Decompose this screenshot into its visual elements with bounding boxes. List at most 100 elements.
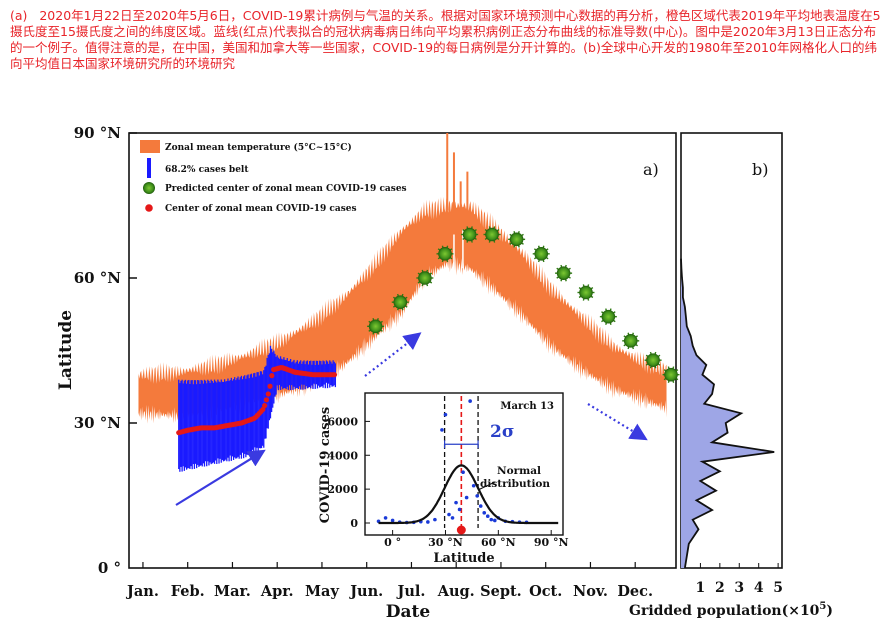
predicted-center-point — [416, 269, 434, 287]
legend-label-predicted: Predicted center of zonal mean COVID-19 … — [165, 184, 407, 194]
predicted-center-point — [391, 293, 409, 311]
legend-swatch-predicted — [143, 182, 155, 194]
x-tick-label: Feb. — [171, 583, 205, 600]
observed-center-point — [269, 373, 275, 379]
observed-case-point — [475, 494, 479, 498]
predicted-center-series — [367, 226, 680, 383]
predicted-center-point — [662, 366, 680, 383]
inset-frame — [364, 392, 564, 536]
y-tick-label: 60 °N — [74, 269, 122, 287]
x-tick-label: Apr. — [260, 583, 294, 600]
inset-y-tick-label: 4000 — [327, 449, 358, 462]
panel-b-x-tick-label: 1 — [696, 580, 706, 596]
observed-center-point — [267, 383, 273, 389]
observed-case-point — [471, 483, 476, 488]
observed-case-point — [485, 514, 490, 519]
observed-case-point — [464, 495, 469, 500]
virus-body — [418, 271, 432, 285]
predicted-center-point — [508, 231, 526, 248]
observed-center-point — [265, 391, 271, 397]
predicted-center-point — [436, 245, 454, 263]
trend-arrow-early — [175, 449, 266, 506]
legend: Zonal mean temperature (5°C~15°C) 68.2% … — [140, 140, 407, 214]
observed-case-point — [478, 504, 483, 508]
virus-body — [438, 247, 452, 261]
trend-arrow-mid — [364, 332, 422, 377]
legend-swatch-center — [145, 204, 153, 212]
legend-swatch-temperature — [140, 140, 160, 153]
panel-b-x-axis-title: Gridded population(×105) — [629, 601, 833, 619]
virus-body — [623, 334, 638, 348]
observed-case-point — [493, 518, 497, 523]
predicted-center-point — [483, 226, 501, 243]
virus-body — [534, 247, 549, 261]
virus-body — [646, 353, 660, 367]
observed-case-point — [426, 520, 430, 524]
inset-title: March 13 — [500, 401, 554, 412]
inset-x-tick-label: 60 °N — [481, 536, 516, 549]
panel-b-label: b) — [752, 160, 768, 179]
observed-center-series — [176, 365, 338, 436]
observed-case-point — [450, 516, 455, 520]
predicted-center-point — [555, 264, 573, 282]
inset-y-tick-label: 0 — [350, 517, 358, 530]
normal-curve — [378, 464, 559, 525]
inset-x-tick-label: 0 ° — [384, 536, 401, 549]
predicted-center-point — [532, 245, 550, 263]
legend-label-belt: 68.2% cases belt — [165, 165, 249, 175]
observed-case-point — [482, 511, 487, 515]
virus-body — [485, 227, 499, 242]
observed-case-point — [440, 428, 444, 432]
normal-label-line1: Normal — [497, 465, 541, 477]
inset-y-tick-label: 6000 — [327, 415, 358, 428]
virus-body — [393, 295, 408, 309]
x-tick-label: Jan. — [125, 583, 159, 600]
y-axis-title: Latitude — [56, 310, 76, 390]
inset-x-axis-title: Latitude — [433, 551, 494, 566]
x-axis-title: Date — [386, 602, 431, 622]
x-axis: Date Jan. Feb. Mar. Apr. May Jun. Jul. Aug. Sept… — [125, 562, 653, 622]
inset-y-tick-label: 2000 — [327, 483, 358, 496]
x-tick-label: Oct. — [529, 583, 562, 600]
virus-body — [664, 367, 678, 382]
population-profile — [680, 258, 775, 569]
panel-b-x-tick-label: 3 — [734, 580, 744, 596]
x-tick-label: Jun. — [348, 583, 383, 600]
observed-center-point — [260, 406, 266, 413]
panel-a: 90 °N 60 °N 30 °N 0 ° Latitude Date Jan.… — [56, 124, 680, 622]
inset-march-13: 0 2000 4000 6000 0 ° 30 °N 60 °N 90 °N March 13… — [318, 392, 569, 566]
observed-case-point — [433, 517, 437, 522]
x-tick-label: Dec. — [617, 583, 653, 600]
virus-body — [579, 285, 593, 300]
observed-case-point — [457, 507, 462, 512]
predicted-center-point — [644, 351, 662, 369]
observed-case-point — [461, 470, 465, 475]
x-tick-label: Aug. — [437, 583, 475, 600]
observed-case-point — [443, 412, 448, 417]
x-tick-label: Mar. — [214, 583, 251, 600]
y-tick-label: 30 °N — [74, 414, 122, 432]
normal-label-line2: distribution — [480, 478, 550, 490]
panel-b-x-tick-label: 5 — [773, 580, 783, 596]
x-tick-label: Nov. — [573, 583, 608, 600]
x-tick-label: May — [305, 583, 339, 600]
panel-b-x-tick-label: 2 — [715, 580, 725, 596]
panel-a-label: a) — [643, 160, 659, 179]
figure-caption: (a) 2020年1月22日至2020年5月6日，COVID-19累计病例与气温… — [10, 8, 881, 71]
inset-y-axis-title: COVID-19 cases — [318, 407, 333, 523]
legend-swatch-belt — [147, 158, 151, 178]
predicted-center-point — [367, 318, 385, 335]
x-tick-label: Sept. — [480, 583, 522, 600]
observed-case-point — [390, 518, 395, 523]
population-area — [681, 258, 775, 568]
trend-arrow-late — [587, 403, 648, 441]
inset-plot-area: 0 2000 4000 6000 0 ° 30 °N 60 °N 90 °N — [327, 396, 569, 549]
predicted-center-point — [599, 308, 617, 325]
observed-case-point — [454, 500, 458, 505]
virus-body — [368, 319, 383, 334]
panel-b-x-tick-label: 4 — [754, 580, 764, 596]
panel-a-frame — [128, 132, 677, 569]
